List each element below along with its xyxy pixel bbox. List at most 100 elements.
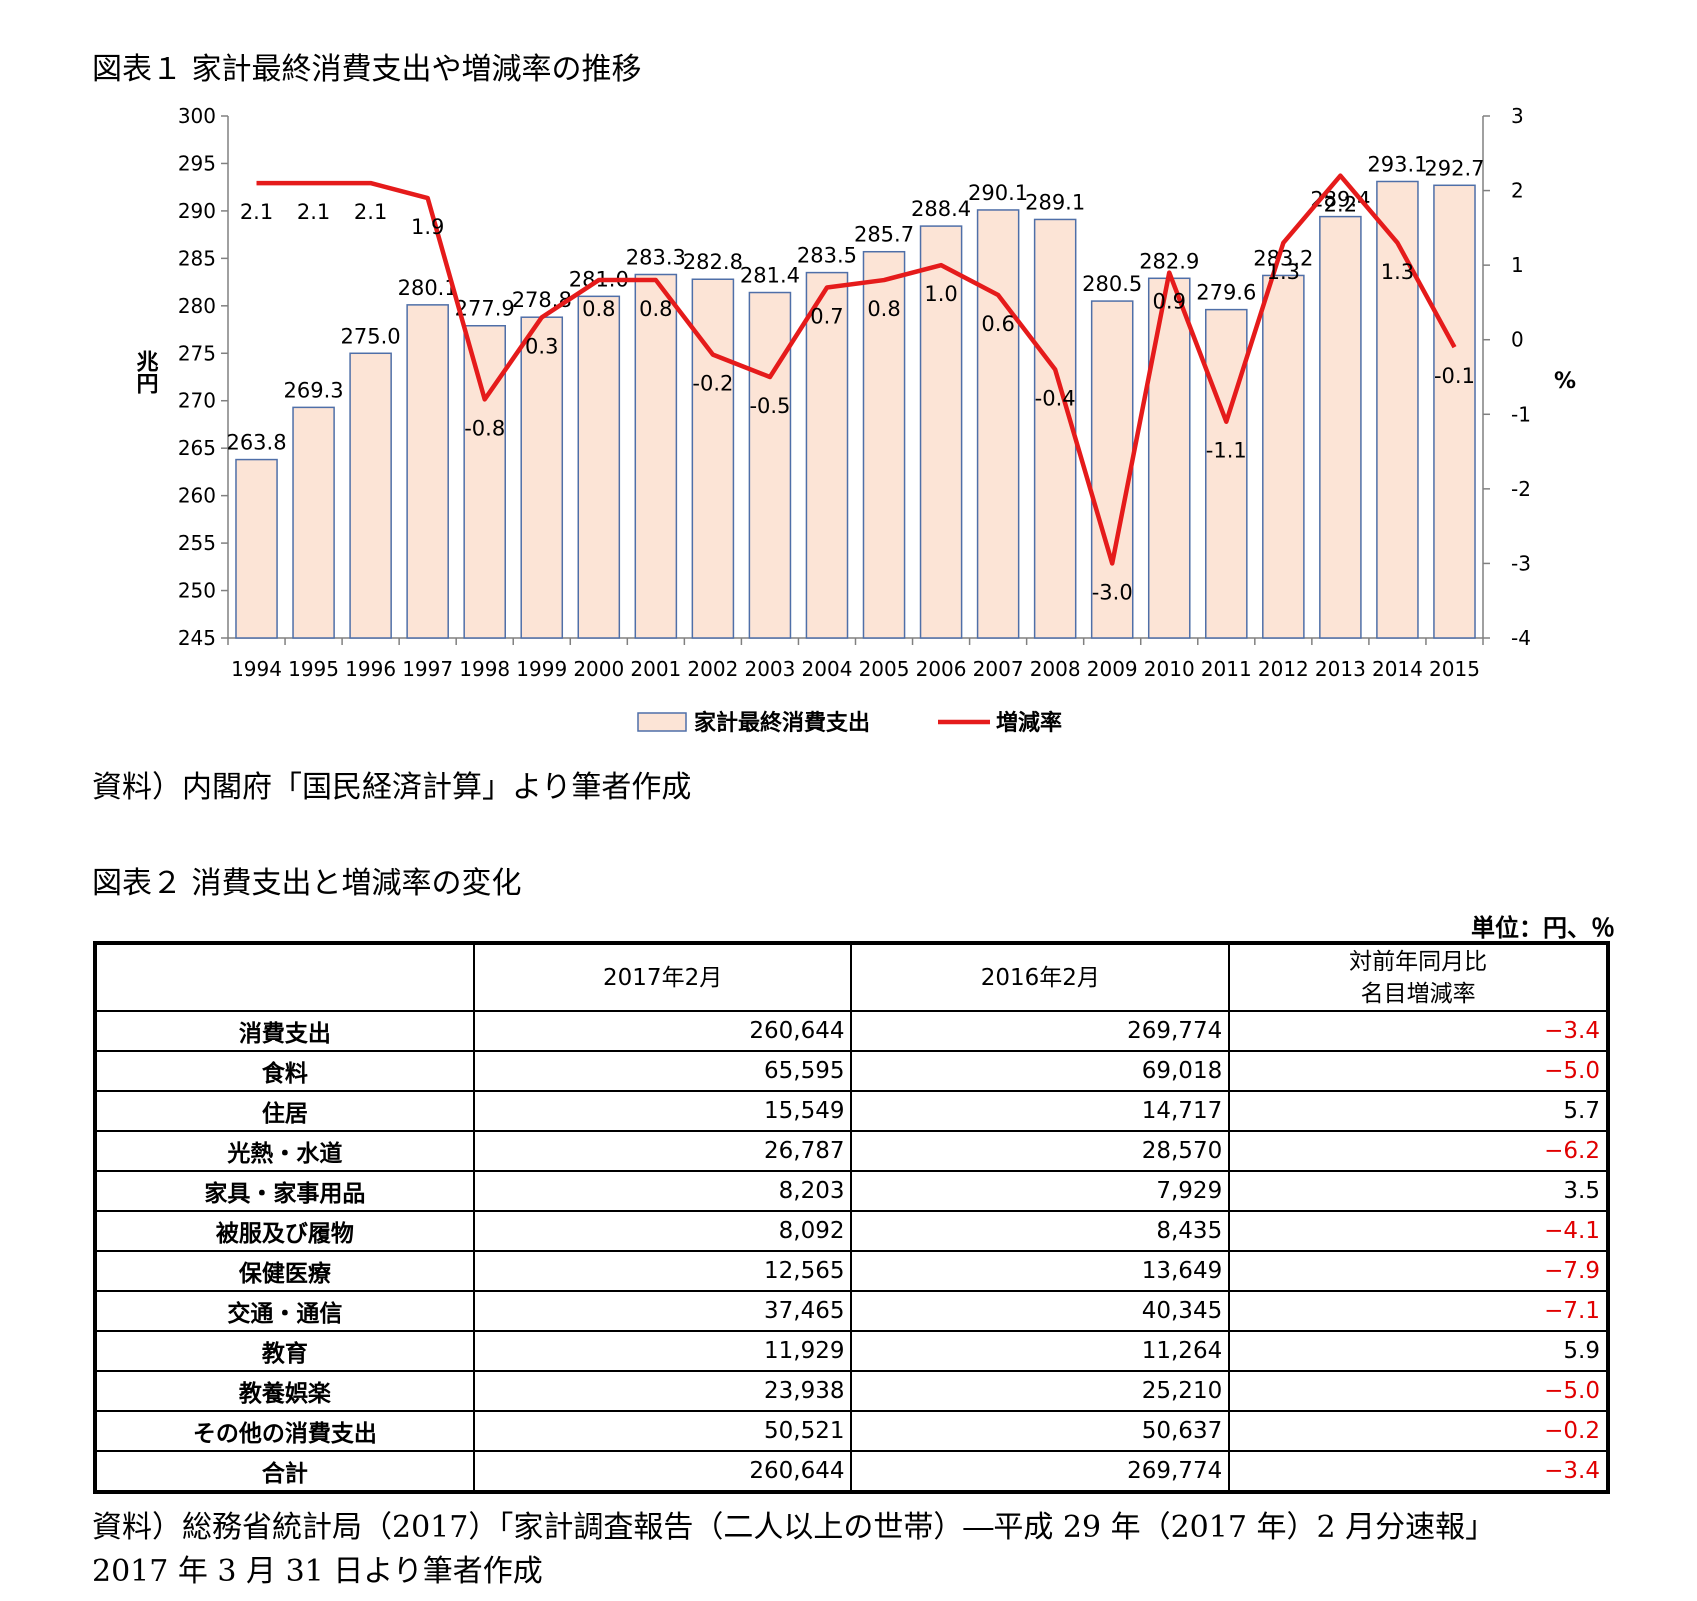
x-tick-label: 2007 [973,657,1024,681]
growth-rate-label: -0.2 [692,372,733,396]
left-tick-label: 260 [178,484,216,508]
table-row: 教養娯楽 23,938 25,210 −5.0 [93,1370,1610,1412]
bar-value-label: 280.1 [398,276,458,300]
bar [1262,274,1305,639]
figure1-title: 図表１ 家計最終消費支出や増減率の推移 [92,52,642,87]
row-label: 教育 [93,1330,475,1372]
bar [292,406,335,639]
value-2016: 50,637 [850,1410,1231,1452]
bar-value-label: 285.7 [854,223,914,247]
bar [748,291,792,639]
bar-value-label: 283.2 [1253,246,1313,270]
x-tick-label: 2013 [1315,657,1366,681]
value-2016: 8,435 [850,1210,1231,1252]
bar-value-label: 277.9 [455,297,515,321]
bar [976,209,1020,639]
header-blank [93,941,475,1012]
bar [463,324,506,639]
bar [1033,218,1077,639]
x-tick-label: 1995 [288,657,339,681]
value-2016: 40,345 [850,1290,1231,1332]
left-tick-label: 255 [178,531,216,555]
growth-rate-label: 0.9 [1153,290,1186,314]
change-rate: −6.2 [1228,1130,1610,1172]
row-label: 住居 [93,1090,475,1132]
left-tick-label: 300 [178,104,216,128]
legend-bar-label: 家計最終消費支出 [694,710,870,736]
x-tick-label: 2004 [802,657,853,681]
growth-rate-label: 1.3 [1381,260,1414,284]
growth-rate-label: -3.0 [1092,580,1133,604]
growth-rate-label: 0.8 [582,297,615,321]
right-tick-label: -3 [1511,551,1531,575]
consumption-chart: 245 250 255 260 265 270 275 280 285 290 295 300 -4 -3… [133,104,1577,736]
x-tick-label: 1998 [459,657,510,681]
bar-value-label: 279.6 [1196,281,1256,305]
x-tick-label: 2011 [1201,657,1252,681]
bar [1376,180,1419,639]
row-label: 家具・家事用品 [93,1170,475,1212]
x-tick-label: 2009 [1087,657,1138,681]
bar [1090,300,1134,639]
header-2016: 2016年2月 [850,941,1231,1012]
row-label: その他の消費支出 [93,1410,475,1452]
left-axis-unit: 兆円 [133,350,159,395]
bar [235,458,278,639]
right-tick-label: 1 [1511,253,1524,277]
table-row: 教育 11,929 11,264 5.9 [93,1330,1610,1372]
bar-value-label: 289.1 [1025,190,1085,214]
bar-value-label: 290.1 [968,181,1028,205]
growth-rate-line [256,173,1457,566]
table-row: 合計 260,644 269,774 −3.4 [93,1450,1610,1494]
value-2017: 11,929 [472,1330,853,1372]
table-row: 被服及び履物 8,092 8,435 −4.1 [93,1210,1610,1252]
x-tick-label: 1999 [516,657,567,681]
value-2017: 8,092 [472,1210,853,1252]
x-tick-label: 2003 [744,657,795,681]
left-tick-label: 265 [178,436,216,460]
growth-rate-label: -0.8 [464,416,505,440]
value-2016: 11,264 [850,1330,1231,1372]
row-label: 交通・通信 [93,1290,475,1332]
change-rate: −7.9 [1228,1250,1610,1292]
table-row: その他の消費支出 50,521 50,637 −0.2 [93,1410,1610,1452]
table-row: 交通・通信 37,465 40,345 −7.1 [93,1290,1610,1332]
bar-value-label: 292.7 [1424,156,1484,180]
right-tick-label: -4 [1511,626,1531,650]
bar-value-label: 293.1 [1367,152,1427,176]
row-label: 消費支出 [93,1010,475,1052]
unit-note: 単位：円、％ [1471,914,1615,942]
growth-rate-label: -1.1 [1206,439,1247,463]
value-2016: 14,717 [850,1090,1231,1132]
value-2017: 65,595 [472,1050,853,1092]
table-row: 食料 65,595 69,018 −5.0 [93,1050,1610,1092]
value-2016: 28,570 [850,1130,1231,1172]
x-tick-label: 2012 [1258,657,1309,681]
value-2017: 12,565 [472,1250,853,1292]
bar-value-label: 288.4 [911,197,971,221]
figure1-source: 資料）内閣府「国民経済計算」より筆者作成 [92,770,692,805]
right-axis-unit: % [1554,369,1576,394]
change-rate: −7.1 [1228,1290,1610,1332]
bar [520,316,564,639]
right-tick-label: 0 [1511,328,1524,352]
header-change: 対前年同月比 名目増減率 [1228,941,1610,1012]
value-2017: 50,521 [472,1410,853,1452]
spending-table: 2017年2月 2016年2月 対前年同月比 名目増減率 消費支出 260,644… [93,941,1610,1494]
value-2016: 269,774 [850,1450,1231,1494]
growth-rate-label: 1.9 [411,215,444,239]
value-2017: 8,203 [472,1170,853,1212]
change-rate: −5.0 [1228,1370,1610,1412]
bar-value-label: 263.8 [226,431,286,455]
row-label: 保健医療 [93,1250,475,1292]
header-2017: 2017年2月 [472,941,853,1012]
growth-rate-label: -0.5 [749,394,790,418]
table-body: 消費支出 260,644 269,774 −3.4 食料 65,595 69,018 −5.0… [93,1010,1610,1494]
bar [862,250,906,639]
value-2017: 23,938 [472,1370,853,1412]
right-tick-label: -1 [1511,402,1531,426]
growth-rate-label: 0.7 [810,305,843,329]
left-tick-label: 280 [178,294,216,318]
row-label: 食料 [93,1050,475,1092]
bar [634,273,678,639]
